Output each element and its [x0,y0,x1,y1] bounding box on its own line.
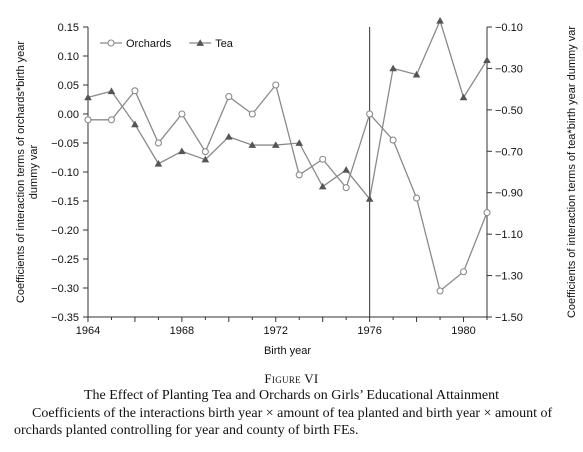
x-tick-label: 1972 [264,325,288,337]
y-axis-left-title: Coefficients of interaction terms of orc… [15,41,40,303]
y-right-tick-label: −1.30 [495,271,523,283]
x-tick-label: 1980 [451,325,475,337]
tea-point [178,147,186,154]
tea-point [460,94,468,101]
orchards-point [390,137,396,143]
legend-orchards-marker [108,40,114,46]
orchards-point [461,269,467,275]
orchards-point [320,156,326,162]
legend-orchards-label: Orchards [126,38,172,50]
tea-point [108,87,116,94]
y-left-tick-label: 0.10 [58,51,79,63]
orchards-point [202,149,208,155]
y-left-tick-label: 0.00 [58,109,79,121]
y-axis-right-title: Coefficients of interaction terms of tea… [566,26,578,318]
orchards-point [437,288,443,294]
figure-label: Figure VI [0,371,583,387]
y-axis-left-title-line1: Coefficients of interaction terms of orc… [15,41,27,303]
orchards-point [85,117,91,123]
tea-point [436,17,444,24]
x-tick-label: 1976 [357,325,381,337]
orchards-point [132,88,138,94]
orchards-point [249,111,255,117]
x-tick-label: 1964 [76,325,100,337]
x-axis-title: Birth year [264,345,311,357]
tea-point [483,56,491,63]
orchards-point [108,117,114,123]
x-tick-label: 1968 [170,325,194,337]
orchards-point [179,111,185,117]
y-left-tick-label: 0.05 [58,80,79,92]
orchards-point [273,82,279,88]
y-right-tick-label: −1.10 [495,229,523,241]
tea-point [389,65,397,72]
y-right-tick-label: −0.90 [495,188,523,200]
y-left-tick-label: −0.35 [51,312,79,324]
y-left-tick-label: 0.15 [58,22,79,34]
legend: Orchards Tea [100,38,234,50]
y-left-tick-label: −0.20 [51,225,79,237]
orchards-line [88,85,487,291]
y-left-tick-label: −0.15 [51,196,79,208]
orchards-point [414,195,420,201]
y-left-tick-label: −0.10 [51,167,79,179]
axes-group [88,27,487,317]
dual-axis-line-chart: 0.15 0.10 0.05 0.00 −0.05 −0.10 −0.15 −0.20 −0.2… [0,0,583,370]
orchards-point [296,172,302,178]
figure-title: The Effect of Planting Tea and Orchards … [0,388,583,404]
y-right-tick-label: −0.50 [495,105,523,117]
figure-note: Coefficients of the interactions birth y… [14,405,570,439]
tea-point [342,166,350,173]
orchards-point [367,111,373,117]
orchards-point [484,210,490,216]
y-right-tick-label: −0.30 [495,63,523,75]
tea-point [295,139,303,146]
y-left-tick-label: −0.05 [51,138,79,150]
y-left-tick-label: −0.30 [51,283,79,295]
orchards-point [343,185,349,191]
series-group [84,17,491,294]
ticks-group: 0.15 0.10 0.05 0.00 −0.05 −0.10 −0.15 −0.20 −0.2… [51,22,523,337]
y-left-tick-label: −0.25 [51,254,79,266]
y-right-tick-label: −0.70 [495,146,523,158]
tea-point [155,160,163,167]
orchards-point [155,140,161,146]
y-axis-left-title-line2: dummy var [28,144,40,199]
y-right-tick-label: −1.50 [495,312,523,324]
legend-tea-label: Tea [215,38,234,50]
y-right-tick-label: −0.10 [495,22,523,34]
tea-point [225,133,233,140]
orchards-point [226,94,232,100]
tea-point [319,183,327,190]
